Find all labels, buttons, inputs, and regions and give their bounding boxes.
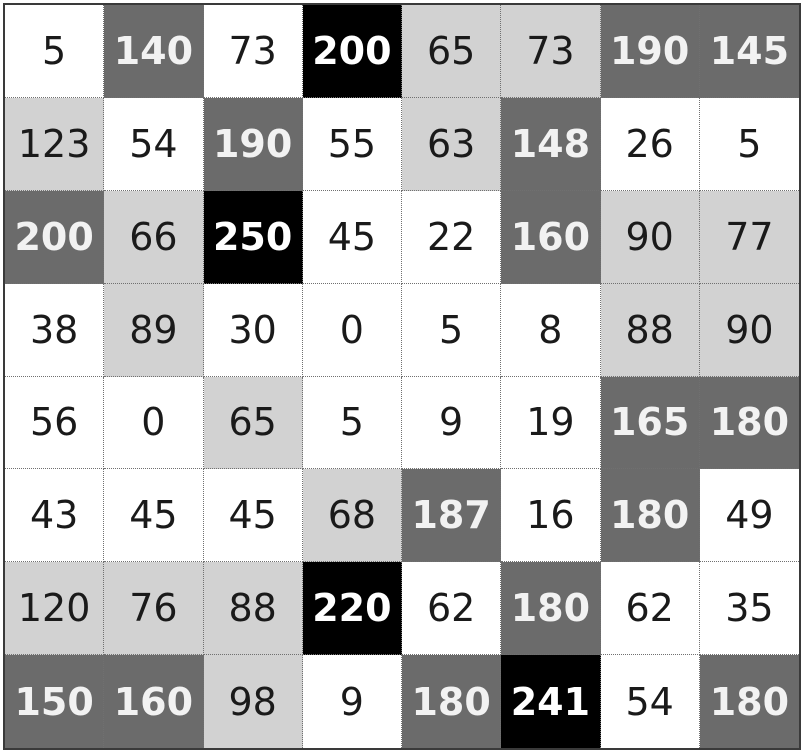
- pixel-value-grid: 5 140 73 200 65 73 190 145 123 54 190 55 63 148 26 5 200…: [3, 3, 801, 750]
- grid-cell-r3-c5: 8: [501, 283, 601, 377]
- grid-cell-r2-c3: 45: [302, 190, 402, 284]
- grid-cell-r5-c5: 16: [501, 469, 601, 563]
- grid-cell-r7-c7: 180: [699, 655, 799, 748]
- grid-cell-r4-c1: 0: [104, 376, 204, 470]
- grid-cell-r2-c4: 22: [402, 190, 502, 284]
- grid-cell-r1-c5: 148: [501, 97, 601, 191]
- grid-cell-r0-c6: 190: [600, 5, 700, 98]
- grid-cell-r6-c2: 88: [203, 562, 303, 656]
- grid-cell-r7-c1: 160: [104, 655, 204, 748]
- grid-cell-r4-c0: 56: [5, 376, 105, 470]
- grid-cell-r3-c6: 88: [600, 283, 700, 377]
- grid-cell-r3-c3: 0: [302, 283, 402, 377]
- grid-cell-r7-c5: 241: [501, 655, 601, 748]
- grid-cell-r3-c1: 89: [104, 283, 204, 377]
- grid-cell-r0-c4: 65: [402, 5, 502, 98]
- grid-cell-r5-c7: 49: [699, 469, 799, 563]
- grid-cell-r2-c0: 200: [5, 190, 105, 284]
- grid-cell-r6-c3: 220: [302, 562, 402, 656]
- grid-cell-r6-c1: 76: [104, 562, 204, 656]
- grid-cell-r5-c3: 68: [302, 469, 402, 563]
- grid-cell-r6-c7: 35: [699, 562, 799, 656]
- grid-cell-r0-c7: 145: [699, 5, 799, 98]
- grid-cell-r2-c6: 90: [600, 190, 700, 284]
- grid-cell-r3-c0: 38: [5, 283, 105, 377]
- grid-cell-r6-c0: 120: [5, 562, 105, 656]
- grid-cell-r2-c2: 250: [203, 190, 303, 284]
- grid-cell-r0-c0: 5: [5, 5, 105, 98]
- grid-cell-r5-c4: 187: [402, 469, 502, 563]
- grid-cell-r1-c4: 63: [402, 97, 502, 191]
- grid-cell-r4-c4: 9: [402, 376, 502, 470]
- grid-cell-r5-c1: 45: [104, 469, 204, 563]
- grid-cell-r6-c5: 180: [501, 562, 601, 656]
- grid-cell-r4-c3: 5: [302, 376, 402, 470]
- grid-cell-r5-c0: 43: [5, 469, 105, 563]
- grid-cell-r4-c2: 65: [203, 376, 303, 470]
- grid-cell-r1-c6: 26: [600, 97, 700, 191]
- grid-cell-r6-c6: 62: [600, 562, 700, 656]
- grid-cell-r7-c6: 54: [600, 655, 700, 748]
- grid-cell-r7-c4: 180: [402, 655, 502, 748]
- grid-cell-r2-c7: 77: [699, 190, 799, 284]
- grid-cell-r2-c5: 160: [501, 190, 601, 284]
- grid-cell-r7-c3: 9: [302, 655, 402, 748]
- grid-cell-r0-c1: 140: [104, 5, 204, 98]
- grid-cell-r7-c0: 150: [5, 655, 105, 748]
- grid-cell-r0-c5: 73: [501, 5, 601, 98]
- grid-cell-r5-c6: 180: [600, 469, 700, 563]
- grid-cell-r3-c7: 90: [699, 283, 799, 377]
- grid-cell-r4-c6: 165: [600, 376, 700, 470]
- grid-cell-r4-c5: 19: [501, 376, 601, 470]
- grid-cell-r1-c2: 190: [203, 97, 303, 191]
- grid-cell-r1-c7: 5: [699, 97, 799, 191]
- grid-cell-r3-c4: 5: [402, 283, 502, 377]
- grid-cell-r4-c7: 180: [699, 376, 799, 470]
- grid-cell-r2-c1: 66: [104, 190, 204, 284]
- grid-cell-r1-c3: 55: [302, 97, 402, 191]
- grid-cell-r7-c2: 98: [203, 655, 303, 748]
- grid-cell-r5-c2: 45: [203, 469, 303, 563]
- grid-cell-r1-c0: 123: [5, 97, 105, 191]
- grid-cell-r1-c1: 54: [104, 97, 204, 191]
- grid-cell-r6-c4: 62: [402, 562, 502, 656]
- grid-cell-r0-c2: 73: [203, 5, 303, 98]
- grid-cell-r3-c2: 30: [203, 283, 303, 377]
- grid-cell-r0-c3: 200: [302, 5, 402, 98]
